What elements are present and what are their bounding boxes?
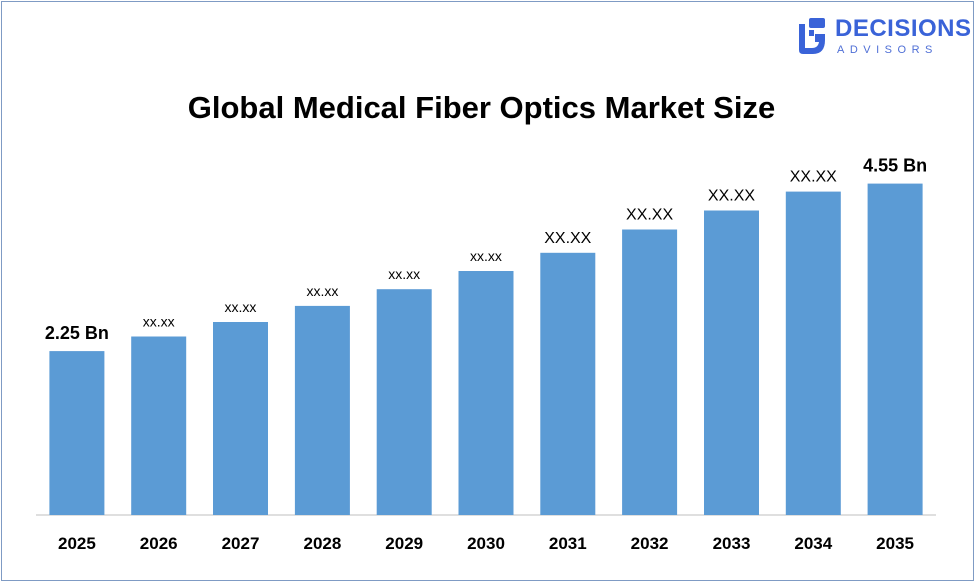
data-labels: 2.25 Bn xx.xx xx.xx xx.xx xx.xx xx.xx XX.XX XX.… — [45, 156, 927, 344]
data-label-2032: XX.XX — [626, 207, 673, 224]
bar-2030 — [458, 271, 514, 515]
data-label-2027: xx.xx — [225, 299, 257, 315]
bar-series — [49, 183, 923, 516]
bar-2033 — [704, 210, 759, 515]
chart-title: Global Medical Fiber Optics Market Size — [187, 90, 776, 125]
x-tick-2035: 2035 — [876, 534, 914, 553]
x-tick-2032: 2032 — [631, 534, 669, 553]
x-tick-2033: 2033 — [713, 534, 751, 553]
data-label-2029: xx.xx — [388, 266, 420, 282]
bar-2034 — [785, 191, 841, 515]
data-label-2030: xx.xx — [470, 248, 502, 264]
data-label-2028: xx.xx — [306, 283, 338, 299]
data-label-2025: 2.25 Bn — [45, 323, 109, 343]
data-label-2026: xx.xx — [143, 314, 175, 330]
x-tick-2029: 2029 — [385, 534, 423, 553]
x-tick-labels: 2025 2026 2027 2028 2029 2030 2031 2032 2033 2034… — [58, 534, 914, 553]
bar-2032 — [622, 229, 678, 515]
bar-2025 — [49, 351, 105, 515]
bar-2028 — [294, 305, 350, 515]
bar-2027 — [213, 322, 268, 515]
x-tick-2028: 2028 — [303, 534, 341, 553]
data-label-2034: XX.XX — [790, 169, 837, 186]
logo-wordmark: DECISIONS — [835, 15, 972, 42]
bar-2035 — [867, 183, 923, 515]
data-label-2033: XX.XX — [708, 188, 755, 205]
x-tick-2027: 2027 — [222, 534, 260, 553]
x-tick-2025: 2025 — [58, 534, 96, 553]
x-tick-2030: 2030 — [467, 534, 505, 553]
x-tick-2031: 2031 — [549, 534, 587, 553]
data-label-2035: 4.55 Bn — [863, 156, 927, 176]
x-tick-2026: 2026 — [140, 534, 178, 553]
x-tick-2034: 2034 — [794, 534, 832, 553]
bar-2031 — [540, 252, 596, 516]
brand-logo: DECISIONS ADVISORS — [795, 14, 972, 60]
data-label-2031: XX.XX — [544, 230, 591, 247]
logo-subtitle: ADVISORS — [837, 44, 938, 56]
bar-2029 — [376, 289, 432, 515]
bar-2026 — [131, 336, 187, 515]
decisions-advisors-logo-icon — [799, 18, 825, 54]
